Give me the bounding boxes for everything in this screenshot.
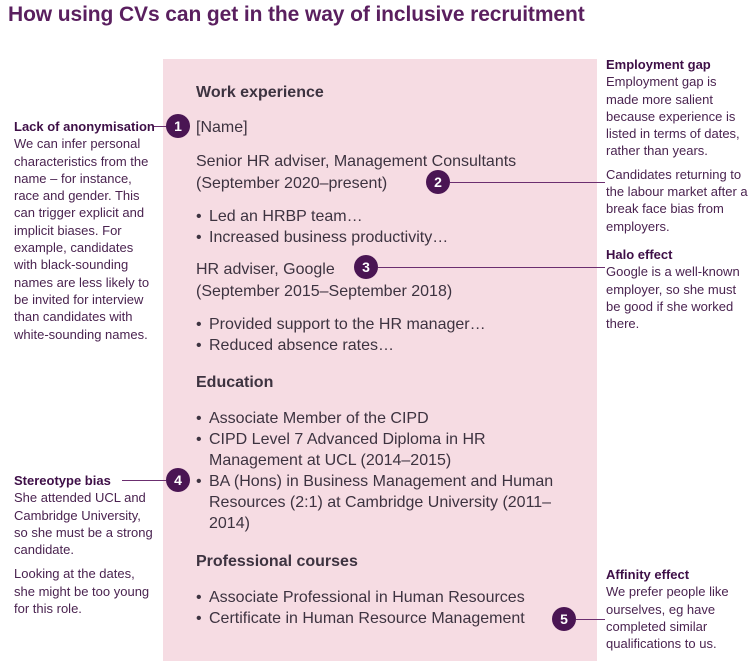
job1-dates: (September 2020–present) <box>196 175 388 192</box>
annotation-body: She attended UCL and Cambridge Universit… <box>14 490 153 558</box>
connector-line-3 <box>378 267 605 268</box>
cv-panel <box>163 59 597 661</box>
bullet-icon: • <box>196 337 202 354</box>
page-title: How using CVs can get in the way of incl… <box>8 3 585 26</box>
annotation-body: Employment gap is made more salient beca… <box>606 74 740 159</box>
annotation-heading: Lack of anonymisation <box>14 119 155 134</box>
job1-title: Senior HR adviser, Management Consultant… <box>196 153 517 170</box>
education-heading: Education <box>196 374 274 391</box>
list-item: • Provided support to the HR manager… <box>196 316 486 333</box>
work-experience-heading: Work experience <box>196 84 324 101</box>
annotation-body-2: Candidates returning to the labour marke… <box>606 166 748 234</box>
job2-title: HR adviser, Google <box>196 261 335 278</box>
cv-name-placeholder: [Name] <box>196 119 248 136</box>
list-item: • Led an HRBP team… <box>196 208 363 225</box>
annotation-heading: Stereotype bias <box>14 473 111 488</box>
annotation-heading: Employment gap <box>606 57 711 72</box>
bullet-icon: • <box>196 208 202 225</box>
marker-1-icon: 1 <box>166 114 190 138</box>
professional-courses-heading: Professional courses <box>196 553 358 570</box>
job1-bullet-list: • Led an HRBP team… • Increased business p… <box>196 206 448 248</box>
connector-line-2 <box>450 182 605 183</box>
bullet-icon: • <box>196 473 202 490</box>
annotation-body: Google is a well-known employer, so she … <box>606 264 740 332</box>
bullet-icon: • <box>196 431 202 448</box>
annotation-body-2: Looking at the dates, she might be too y… <box>14 566 150 617</box>
annotation-heading: Affinity effect <box>606 567 690 582</box>
list-item: • Associate Professional in Human Resourc… <box>196 589 525 606</box>
bullet-icon: • <box>196 610 202 627</box>
bullet-icon: • <box>196 316 202 333</box>
job2-bullet-list: • Provided support to the HR manager… • Re… <box>196 314 486 356</box>
bullet-icon: • <box>196 410 202 427</box>
annotation-stereotype-bias: Stereotype bias She attended UCL and Cam… <box>14 472 154 617</box>
job2-dates: (September 2015–September 2018) <box>196 283 453 300</box>
marker-4-icon: 4 <box>166 468 190 492</box>
connector-line-4 <box>122 480 166 481</box>
education-list: • Associate Member of the CIPD • CIPD Leve… <box>196 408 588 534</box>
marker-3-icon: 3 <box>354 255 378 279</box>
list-item: • CIPD Level 7 Advanced Diploma in HR Man… <box>196 431 486 469</box>
connector-line-5 <box>576 619 605 620</box>
marker-5-icon: 5 <box>552 607 576 631</box>
annotation-heading: Halo effect <box>606 247 673 262</box>
annotation-body: We prefer people like ourselves, eg have… <box>606 584 729 652</box>
bullet-icon: • <box>196 589 202 606</box>
list-item: • Increased business productivity… <box>196 229 449 246</box>
annotation-affinity-effect: Affinity effect We prefer people like ou… <box>606 566 746 652</box>
annotation-anonymisation: Lack of anonymisation We can infer perso… <box>14 118 159 343</box>
bullet-icon: • <box>196 229 202 246</box>
connector-line-1 <box>154 126 166 127</box>
list-item: • BA (Hons) in Business Management and Hu… <box>196 473 554 532</box>
list-item: • Associate Member of the CIPD <box>196 410 429 427</box>
annotation-halo-effect: Halo effect Google is a well-known emplo… <box>606 246 746 332</box>
marker-2-icon: 2 <box>426 170 450 194</box>
annotation-body: We can infer personal characteristics fr… <box>14 136 150 342</box>
list-item: • Certificate in Human Resource Managemen… <box>196 610 525 627</box>
courses-list: • Associate Professional in Human Resourc… <box>196 587 525 629</box>
list-item: • Reduced absence rates… <box>196 337 394 354</box>
annotation-employment-gap: Employment gap Employment gap is made mo… <box>606 56 751 235</box>
